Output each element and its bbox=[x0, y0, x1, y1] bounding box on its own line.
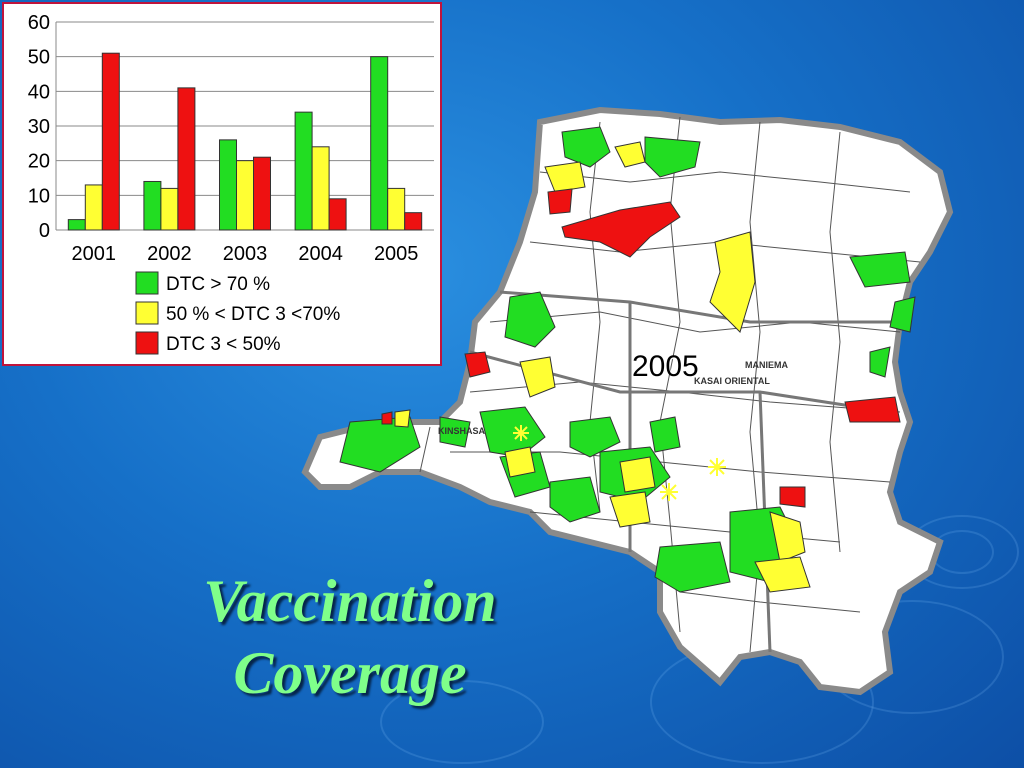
red-districts bbox=[381, 188, 901, 508]
y-tick-label: 30 bbox=[28, 116, 50, 138]
legend-swatch bbox=[135, 331, 159, 355]
region-label-maniema: MANIEMA bbox=[745, 360, 788, 370]
bar-chart-panel: 0 10 20 30 40 50 60 2001 2002 2003 2004 2005 DTC > 7… bbox=[2, 2, 442, 366]
map-year-label: 2005 bbox=[632, 350, 699, 383]
bar bbox=[177, 87, 196, 231]
bar bbox=[67, 219, 86, 231]
x-tick-label: 2005 bbox=[374, 243, 419, 265]
map-svg: KINSHASA KASAI ORIENTAL MANIEMA bbox=[301, 106, 954, 696]
bar bbox=[404, 212, 423, 231]
legend-label: DTC 3 < 50% bbox=[166, 334, 281, 355]
y-tick-label: 60 bbox=[28, 12, 50, 34]
region-label-kasai-oriental: KASAI ORIENTAL bbox=[694, 376, 770, 386]
water-ripple bbox=[380, 680, 544, 764]
slide-title-line-1: Vaccination bbox=[203, 568, 497, 634]
legend-label: 50 % < DTC 3 <70% bbox=[166, 304, 340, 325]
bar bbox=[236, 160, 254, 231]
bar bbox=[219, 139, 237, 231]
yellow-districts bbox=[394, 141, 811, 593]
y-tick-label: 50 bbox=[28, 47, 50, 69]
x-tick-label: 2001 bbox=[72, 243, 117, 265]
bar bbox=[370, 56, 389, 231]
bar bbox=[101, 52, 120, 231]
bar bbox=[311, 146, 330, 231]
star-markers bbox=[513, 425, 726, 501]
bar bbox=[328, 198, 347, 231]
region-label-kinshasa: KINSHASA bbox=[438, 426, 486, 436]
y-tick-label: 40 bbox=[28, 81, 50, 103]
y-tick-label: 10 bbox=[28, 185, 50, 207]
slide-title-line-2: Coverage bbox=[233, 640, 467, 706]
x-tick-label: 2002 bbox=[147, 243, 192, 265]
bar bbox=[143, 180, 162, 231]
bar bbox=[387, 187, 406, 231]
bar bbox=[253, 156, 271, 231]
drc-coverage-map: KINSHASA KASAI ORIENTAL MANIEMA bbox=[300, 92, 960, 712]
y-tick-label: 20 bbox=[28, 151, 50, 173]
slide-title: Vaccination Coverage bbox=[150, 565, 550, 709]
legend-swatch bbox=[135, 301, 159, 325]
bar-chart: 0 10 20 30 40 50 60 2001 2002 2003 2004 2005 DTC > 7… bbox=[28, 12, 434, 355]
y-tick-label: 0 bbox=[39, 220, 50, 242]
bar bbox=[84, 184, 103, 231]
x-tick-label: 2004 bbox=[298, 243, 343, 265]
legend-swatch bbox=[135, 271, 159, 295]
x-tick-label: 2003 bbox=[223, 243, 268, 265]
bar bbox=[160, 187, 179, 231]
legend-label: DTC > 70 % bbox=[166, 274, 270, 295]
